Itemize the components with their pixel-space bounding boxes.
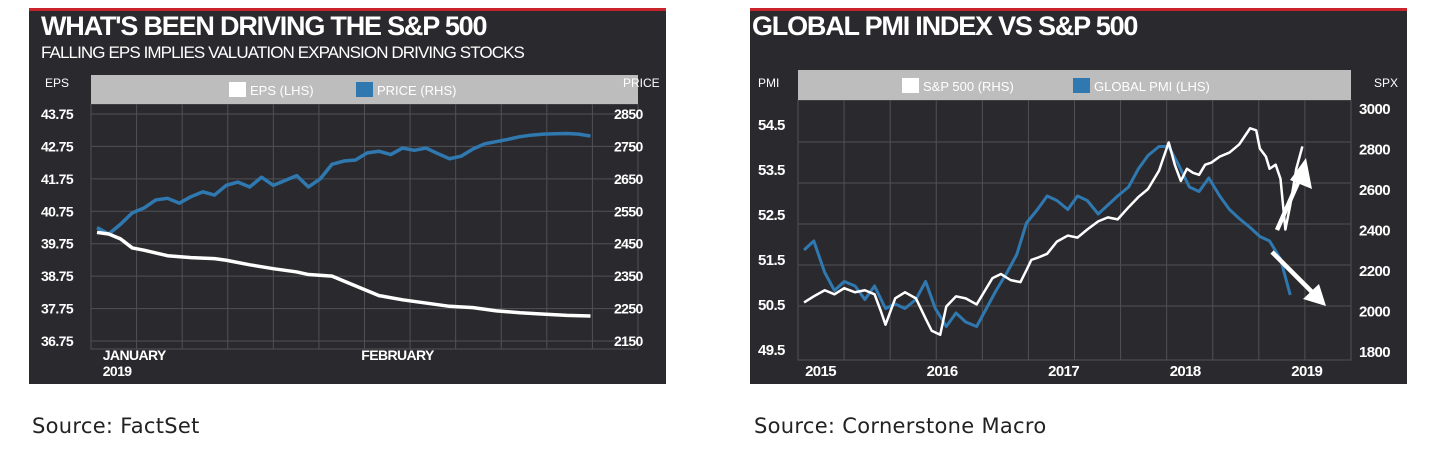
- y-left-tick-label: 36.75: [41, 333, 74, 349]
- legend-swatch-price: [356, 82, 373, 97]
- y-right-tick-label: 2550: [614, 203, 644, 219]
- x-tick-label: JANUARY: [103, 347, 167, 363]
- y-left-tick-label: 50.5: [758, 297, 785, 314]
- x-tick-label: 2015: [805, 363, 836, 380]
- series-line-spx: [803, 127, 1304, 337]
- y-left-tick-label: 52.5: [758, 207, 785, 224]
- y-left-tick-label: 53.5: [758, 162, 785, 179]
- y-right-axis-label: SPX: [1374, 76, 1398, 90]
- eps-price-chart-panel: WHAT'S BEEN DRIVING THE S&P 500 FALLING …: [29, 8, 666, 384]
- chart2-title: GLOBAL PMI INDEX VS S&P 500: [752, 11, 1138, 41]
- chart1-source: Source: FactSet: [32, 414, 200, 438]
- accent-line: [29, 8, 666, 11]
- arrow-up-head: [1290, 158, 1312, 189]
- legend-label-spx: S&P 500 (RHS): [923, 79, 1014, 94]
- y-right-tick-label: 2200: [1359, 263, 1390, 280]
- legend-swatch-spx: [902, 78, 919, 93]
- chart2-source: Source: Cornerstone Macro: [754, 414, 1047, 438]
- arrow-down-head: [1303, 284, 1326, 306]
- y-right-tick-label: 2250: [614, 301, 644, 317]
- y-right-tick-label: 2650: [614, 171, 644, 187]
- y-right-tick-label: 2850: [614, 106, 644, 122]
- y-left-tick-label: 42.75: [41, 138, 74, 154]
- y-right-tick-label: 2000: [1359, 304, 1390, 321]
- arrow-down-shaft: [1270, 250, 1314, 294]
- y-right-tick-label: 1800: [1359, 344, 1390, 361]
- y-left-tick-label: 41.75: [41, 171, 74, 187]
- series-line-eps: [96, 230, 591, 318]
- y-right-tick-label: 2800: [1359, 142, 1390, 159]
- pmi-spx-chart: S&P 500 (RHS) GLOBAL PMI (LHS) PMI SPX 54.5 5…: [758, 70, 1398, 380]
- y-left-tick-label: 40.75: [41, 203, 74, 219]
- eps-price-chart: EPS (LHS) PRICE (RHS) EPS PRICE 43.75 42.75 41…: [41, 75, 660, 379]
- y-right-axis-label: PRICE: [623, 76, 660, 90]
- y-left-axis-label: PMI: [758, 76, 779, 90]
- chart1-subtitle: FALLING EPS IMPLIES VALUATION EXPANSION …: [41, 43, 525, 62]
- x-tick-label: 2018: [1170, 363, 1201, 380]
- x-tick-label: FEBRUARY: [361, 347, 435, 363]
- x-tick-label: 2016: [927, 363, 958, 380]
- y-left-tick-label: 37.75: [41, 301, 74, 317]
- y-right-tick-label: 2350: [614, 268, 644, 284]
- x-tick-label: 2019: [1291, 363, 1322, 380]
- y-right-tick-label: 2750: [614, 138, 644, 154]
- y-right-tick-label: 2150: [614, 333, 644, 349]
- legend-swatch-eps: [229, 82, 246, 97]
- y-right-tick-label: 2400: [1359, 223, 1390, 240]
- y-right-tick-label: 2600: [1359, 182, 1390, 199]
- y-left-tick-label: 39.75: [41, 236, 74, 252]
- chart1-title: WHAT'S BEEN DRIVING THE S&P 500: [41, 11, 488, 41]
- series-line-price: [96, 131, 591, 236]
- legend-swatch-pmi: [1073, 78, 1090, 93]
- y-left-tick-label: 51.5: [758, 252, 785, 269]
- y-right-tick-label: 3000: [1359, 101, 1390, 118]
- y-left-tick-label: 49.5: [758, 342, 785, 359]
- y-left-tick-label: 43.75: [41, 106, 74, 122]
- x-tick-label-year: 2019: [103, 363, 133, 379]
- y-left-axis-label: EPS: [45, 76, 69, 90]
- y-right-tick-label: 2450: [614, 236, 644, 252]
- legend-label-pmi: GLOBAL PMI (LHS): [1094, 79, 1210, 94]
- x-tick-label: 2017: [1048, 363, 1079, 380]
- accent-line: [750, 8, 1407, 11]
- series-line-pmi: [803, 145, 1292, 328]
- legend-label-price: PRICE (RHS): [377, 83, 456, 98]
- y-left-tick-label: 38.75: [41, 268, 74, 284]
- y-left-tick-label: 54.5: [758, 117, 785, 134]
- arrow-up-shaft: [1274, 177, 1303, 231]
- pmi-spx-chart-panel: GLOBAL PMI INDEX VS S&P 500 S&P 500 (RHS…: [750, 8, 1407, 384]
- legend-label-eps: EPS (LHS): [250, 83, 314, 98]
